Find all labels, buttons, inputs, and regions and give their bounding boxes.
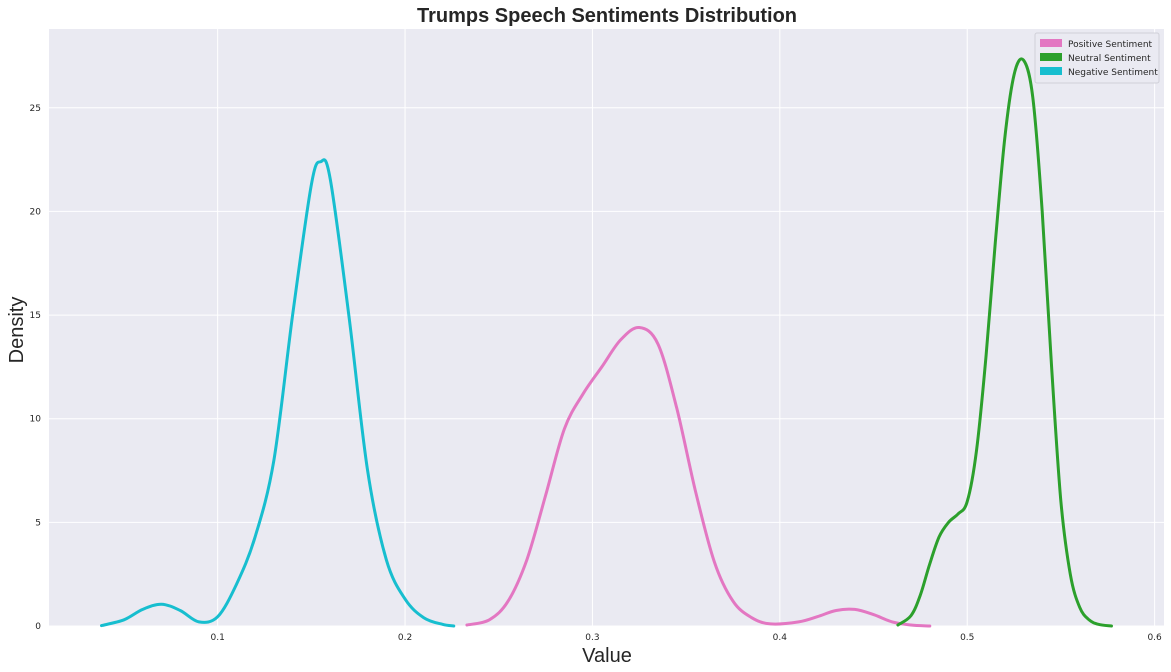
x-tick-label: 0.3 <box>585 633 599 643</box>
x-axis-ticks: 0.1 0.2 0.3 0.4 0.5 0.6 <box>210 633 1162 643</box>
x-tick-label: 0.1 <box>210 633 224 643</box>
density-curves <box>100 57 1113 628</box>
legend-swatch <box>1040 39 1062 47</box>
x-tick-label: 0.2 <box>398 633 412 643</box>
legend-entry: Neutral Sentiment <box>1068 54 1151 64</box>
y-axis-ticks: 0 5 10 15 20 25 <box>30 104 42 632</box>
grid-lines <box>49 29 1164 627</box>
legend-box <box>1034 32 1160 84</box>
y-tick-label: 25 <box>30 104 41 114</box>
series-line-negative-sentiment <box>100 158 456 628</box>
series-line-positive-sentiment <box>465 325 932 628</box>
y-tick-label: 20 <box>30 207 42 217</box>
legend-entry: Positive Sentiment <box>1068 40 1153 50</box>
legend: Positive Sentiment Neutral Sentiment Negat… <box>1034 32 1160 84</box>
y-tick-label: 5 <box>35 518 41 528</box>
x-axis-label: Value <box>582 645 632 667</box>
y-tick-label: 0 <box>35 622 41 632</box>
x-tick-label: 0.4 <box>773 633 788 643</box>
series-line-neutral-sentiment <box>896 57 1113 628</box>
y-tick-label: 10 <box>30 415 42 425</box>
plot-area <box>49 29 1164 626</box>
legend-swatch <box>1040 53 1062 61</box>
x-tick-label: 0.5 <box>960 633 974 643</box>
x-tick-label: 0.6 <box>1147 633 1162 643</box>
legend-entry: Negative Sentiment <box>1068 68 1158 78</box>
y-axis-label: Density <box>6 297 28 364</box>
y-tick-label: 15 <box>30 311 41 321</box>
legend-swatch <box>1040 67 1062 75</box>
chart-title: Trumps Speech Sentiments Distribution <box>417 5 797 27</box>
